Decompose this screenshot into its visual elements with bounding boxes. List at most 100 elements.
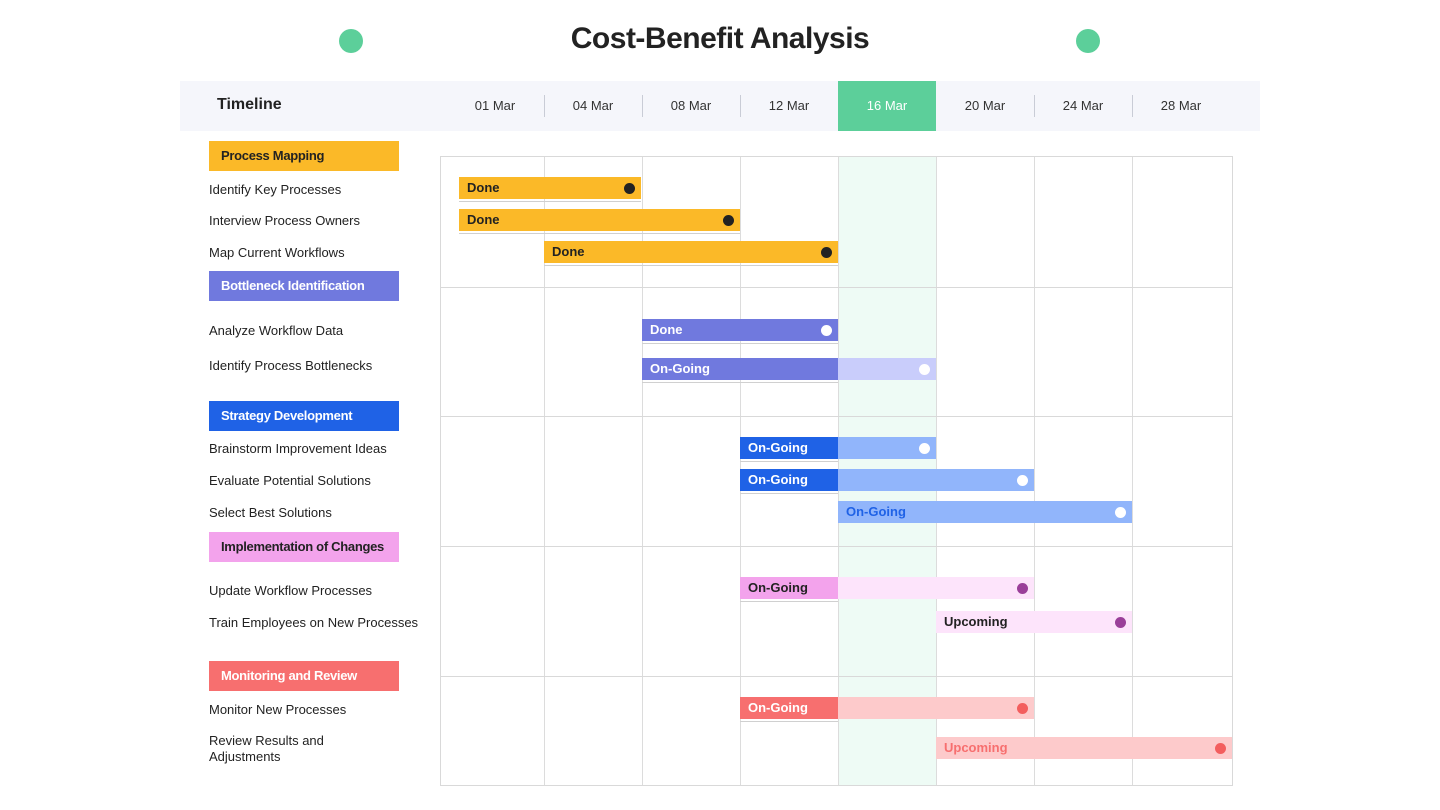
task-bar-remaining [936,611,1132,633]
task-end-dot [821,247,832,258]
task-bar-progress [459,177,641,199]
task-bar[interactable]: On-Going [642,358,936,380]
task-status: On-Going [650,361,710,376]
group-label-implementation-of-changes: Implementation of Changes [209,532,399,562]
decorative-dot-right [1076,29,1100,53]
task-bar[interactable]: On-Going [838,501,1132,523]
task-bar-progress [459,209,740,231]
task-bar-remaining [936,737,1232,759]
task-end-dot [1115,617,1126,628]
date-header-12-mar: 12 Mar [768,98,810,113]
task-bar[interactable]: Upcoming [936,611,1132,633]
task-label: Train Employees on New Processes [209,615,419,630]
date-separator [1132,95,1133,117]
task-bar[interactable]: Done [459,177,641,199]
task-label: Interview Process Owners [209,213,360,228]
task-end-dot [919,364,930,375]
task-status: On-Going [748,700,808,715]
task-end-dot [919,443,930,454]
date-header-28-mar: 28 Mar [1160,98,1202,113]
task-label: Identify Process Bottlenecks [209,358,373,373]
grid-horizontal-line [441,546,1232,547]
date-separator [1034,95,1035,117]
gantt-grid [440,156,1233,786]
task-bar-underline [642,343,838,344]
task-bar-underline [740,461,838,462]
task-end-dot [821,325,832,336]
task-bar-progress [642,358,838,380]
task-bar-underline [544,265,838,266]
task-bar[interactable]: On-Going [740,577,1034,599]
task-bar-progress [740,577,838,599]
date-header-01-mar: 01 Mar [474,98,516,113]
group-label-bottleneck-identification: Bottleneck Identification [209,271,399,301]
page-title: Cost-Benefit Analysis [570,22,870,55]
task-bar-progress [740,469,838,491]
grid-horizontal-line [441,416,1232,417]
task-status: Done [467,212,500,227]
task-end-dot [624,183,635,194]
date-separator [642,95,643,117]
task-bar-underline [459,233,740,234]
grid-vertical-line [544,157,545,785]
grid-vertical-line [642,157,643,785]
task-end-dot [1017,583,1028,594]
task-label: Review Results and Adjustments [209,733,324,764]
timeline-label: Timeline [217,96,282,113]
task-label: Analyze Workflow Data [209,323,344,338]
grid-horizontal-line [441,676,1232,677]
group-label-strategy-development: Strategy Development [209,401,399,431]
date-header-08-mar: 08 Mar [670,98,712,113]
task-status: Upcoming [944,740,1008,755]
group-label-monitoring-and-review: Monitoring and Review [209,661,399,691]
grid-horizontal-line [441,287,1232,288]
task-bar-progress [740,437,838,459]
task-end-dot [1115,507,1126,518]
date-header-24-mar: 24 Mar [1062,98,1104,113]
task-status: On-Going [748,440,808,455]
task-bar-underline [740,601,838,602]
task-label: Brainstorm Improvement Ideas [209,441,387,456]
decorative-dot-left [339,29,363,53]
task-label: Identify Key Processes [209,182,342,197]
task-label: Monitor New Processes [209,702,347,717]
task-label: Map Current Workflows [209,245,345,260]
task-bar[interactable]: Done [544,241,838,263]
task-end-dot [723,215,734,226]
date-header-04-mar: 04 Mar [572,98,614,113]
task-bar-underline [642,382,838,383]
grid-vertical-line [1132,157,1133,785]
task-status: Upcoming [944,614,1008,629]
grid-vertical-line [1034,157,1035,785]
date-header-20-mar: 20 Mar [964,98,1006,113]
task-label: Update Workflow Processes [209,583,373,598]
task-bar[interactable]: On-Going [740,697,1034,719]
date-separator [740,95,741,117]
task-label: Evaluate Potential Solutions [209,473,371,488]
task-bar-underline [459,201,641,202]
task-status: On-Going [846,504,906,519]
task-status: Done [467,180,500,195]
task-bar[interactable]: On-Going [740,469,1034,491]
task-bar[interactable]: Done [642,319,838,341]
group-label-process-mapping: Process Mapping [209,141,399,171]
task-bar-underline [740,493,838,494]
task-status: Done [552,244,585,259]
task-end-dot [1017,475,1028,486]
task-status: Done [650,322,683,337]
date-separator [544,95,545,117]
task-bar[interactable]: Upcoming [936,737,1232,759]
task-bar[interactable]: Done [459,209,740,231]
date-header-16-mar: 16 Mar [838,81,936,131]
task-bar-progress [740,697,838,719]
task-bar-remaining [838,501,1132,523]
task-status: On-Going [748,472,808,487]
task-end-dot [1017,703,1028,714]
task-bar[interactable]: On-Going [740,437,936,459]
task-bar-progress [544,241,838,263]
task-bar-underline [740,721,838,722]
task-status: On-Going [748,580,808,595]
task-label: Select Best Solutions [209,505,332,520]
timeline-header [180,81,1260,131]
task-end-dot [1215,743,1226,754]
